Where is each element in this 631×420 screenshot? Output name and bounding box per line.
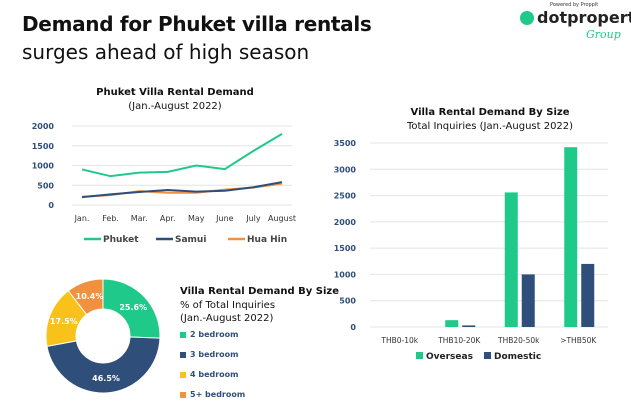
y-tick-label: 2000 — [334, 218, 357, 227]
page-title: Demand for Phuket villa rentals — [22, 12, 372, 36]
x-tick-label: THB0-10k — [380, 336, 418, 345]
pie-chart: 25.6% 46.5% 17.5% 10.4% — [45, 278, 161, 394]
bar-chart-subtitle: Total Inquiries (Jan.-August 2022) — [406, 121, 574, 132]
legend-swatch — [180, 332, 186, 338]
legend-swatch — [484, 352, 491, 359]
pie-slice-label: 25.6% — [119, 303, 147, 312]
line-chart: 0 500 1000 1500 2000 Jan. Feb. Mar. Apr. May June J… — [32, 122, 296, 245]
x-tick-label: August — [268, 214, 296, 223]
x-tick-label: >THB50K — [560, 336, 597, 345]
legend-label: Hua Hin — [247, 235, 287, 245]
legend-label: Domestic — [494, 352, 541, 362]
x-tick-label: Feb. — [102, 214, 119, 223]
line-chart-subtitle: (Jan.-August 2022) — [128, 101, 222, 112]
legend-label: Samui — [175, 235, 206, 245]
x-tick-label: Jan. — [74, 214, 90, 223]
x-tick-label: Apr. — [160, 214, 176, 223]
legend-label: 5+ bedroom — [190, 390, 246, 399]
pie-slice-label: 46.5% — [92, 374, 120, 383]
y-tick-label: 1000 — [334, 270, 357, 279]
x-tick-label: July — [245, 214, 261, 223]
logo-text: dotproperty — [537, 8, 631, 27]
legend-swatch — [180, 392, 186, 398]
y-tick-label: 1500 — [32, 142, 55, 151]
x-tick-label: May — [188, 214, 205, 223]
logo-sub: Group — [586, 28, 621, 41]
bar-domestic — [462, 325, 476, 327]
bar-domestic — [521, 274, 535, 327]
page-subtitle: surges ahead of high season — [22, 40, 310, 64]
pie-chart-title: Villa Rental Demand By Size — [180, 286, 339, 297]
y-tick-label: 500 — [37, 181, 54, 190]
y-tick-label: 2500 — [334, 192, 357, 201]
dotproperty-logo: Powered by Propplt dotproperty Group — [520, 2, 631, 44]
x-tick-label: THB10-20K — [437, 336, 481, 345]
legend-swatch — [416, 352, 423, 359]
pie-legend-item: 5+ bedroom — [180, 390, 245, 400]
bar-overseas — [564, 147, 578, 327]
legend-label: 4 bedroom — [190, 370, 239, 379]
x-tick-label: THB20-50k — [497, 336, 540, 345]
bar-domestic — [581, 263, 595, 327]
y-tick-label: 2000 — [32, 122, 55, 131]
pie-legend-item: 3 bedroom — [180, 350, 245, 360]
pie-chart-subtitle: % of Total Inquiries — [180, 300, 276, 311]
y-tick-label: 3500 — [334, 139, 357, 148]
y-tick-label: 0 — [350, 323, 356, 332]
line-chart-title: Phuket Villa Rental Demand — [96, 87, 254, 98]
bar-chart: 0 500 1000 1500 2000 2500 3000 3500 THB0-10k THB1… — [334, 139, 608, 362]
legend-label: Overseas — [426, 352, 473, 362]
y-tick-label: 500 — [339, 297, 356, 306]
pie-chart-subtitle2: (Jan.-August 2022) — [180, 313, 274, 324]
legend-label: 2 bedroom — [190, 330, 239, 339]
pie-legend-item: 2 bedroom — [180, 330, 245, 340]
bar-overseas — [504, 192, 518, 327]
pie-slice — [67, 278, 104, 316]
pie-legend: 2 bedroom 3 bedroom 4 bedroom 5+ bedroom — [180, 330, 245, 410]
pie-slice-label: 17.5% — [50, 317, 78, 326]
bar-overseas — [445, 320, 459, 327]
y-tick-label: 3000 — [334, 165, 357, 174]
bar-chart-title: Villa Rental Demand By Size — [410, 107, 570, 118]
series-line-phuket — [81, 133, 283, 178]
logo-icon — [520, 11, 534, 25]
y-tick-label: 0 — [48, 201, 54, 210]
legend-label: Phuket — [103, 235, 139, 245]
legend-swatch — [180, 372, 186, 378]
legend-label: 3 bedroom — [190, 350, 239, 359]
legend-swatch — [180, 352, 186, 358]
pie-slice — [46, 336, 161, 394]
y-tick-label: 1000 — [32, 162, 55, 171]
pie-slice-label: 10.4% — [76, 292, 104, 301]
pie-legend-item: 4 bedroom — [180, 370, 245, 380]
x-tick-label: Mar. — [131, 214, 148, 223]
y-tick-label: 1500 — [334, 244, 357, 253]
x-tick-label: June — [215, 214, 234, 223]
series-line-samui — [81, 181, 283, 199]
logo-powered: Powered by Propplt — [550, 2, 599, 8]
